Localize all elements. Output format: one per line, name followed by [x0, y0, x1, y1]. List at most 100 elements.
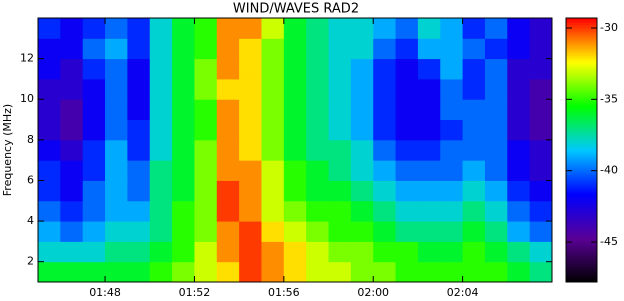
- colorbar-segment: [566, 119, 597, 122]
- heat-cell: [395, 139, 419, 161]
- heat-cell: [328, 38, 352, 60]
- heat-cell: [328, 221, 352, 242]
- heat-cell: [395, 200, 419, 222]
- colorbar-segment: [566, 73, 597, 76]
- colorbar-segment: [566, 255, 597, 259]
- heat-cell: [239, 261, 262, 283]
- heat-cell: [82, 200, 106, 222]
- colorbar-segment: [566, 31, 597, 34]
- heat-cell: [216, 200, 240, 222]
- heat-cell: [105, 261, 128, 283]
- heat-cell: [239, 241, 262, 263]
- colorbar-segment: [566, 110, 597, 114]
- y-tick-label: 12: [20, 52, 34, 65]
- colorbar-tick-label: -35: [600, 92, 618, 105]
- colorbar-segment: [566, 183, 597, 186]
- colorbar-segment: [566, 112, 597, 116]
- colorbar-segment: [566, 262, 597, 265]
- heat-cell: [149, 200, 173, 222]
- heat-cell: [395, 58, 419, 80]
- colorbar-segment: [566, 178, 597, 182]
- colorbar-segment: [566, 20, 597, 23]
- heat-cell: [38, 78, 61, 100]
- colorbar-segment: [566, 172, 597, 175]
- heat-cell: [216, 18, 240, 39]
- heat-cell: [350, 78, 374, 100]
- heat-cell: [105, 119, 128, 141]
- colorbar-segment: [566, 224, 597, 228]
- heat-cell: [395, 78, 419, 100]
- colorbar-segment: [566, 154, 597, 158]
- heat-cell: [462, 221, 486, 242]
- heat-cell: [306, 221, 330, 242]
- heat-cell: [172, 180, 195, 202]
- heat-cell: [239, 221, 262, 242]
- heat-cell: [373, 180, 397, 202]
- heat-cell: [38, 139, 61, 161]
- heat-cell: [283, 99, 307, 121]
- heat-cell: [328, 99, 352, 121]
- heat-cell: [373, 200, 397, 222]
- colorbar-segment: [566, 207, 597, 210]
- colorbar-segment: [566, 196, 597, 199]
- colorbar-segment: [566, 84, 597, 87]
- heat-cell: [194, 221, 218, 242]
- heat-cell: [261, 241, 285, 263]
- colorbar-segment: [566, 66, 597, 70]
- heat-cell: [105, 38, 128, 60]
- heat-cell: [283, 119, 307, 141]
- heat-cell: [216, 38, 240, 60]
- heat-cell: [350, 160, 374, 181]
- heat-cell: [484, 160, 508, 181]
- heat-cell: [149, 261, 173, 283]
- heat-cell: [484, 119, 508, 141]
- heat-cell: [105, 99, 128, 121]
- heat-cell: [172, 139, 195, 161]
- heat-cell: [60, 221, 84, 242]
- colorbar-segment: [566, 108, 597, 111]
- heat-cell: [373, 160, 397, 181]
- colorbar-segment: [566, 59, 597, 63]
- heat-cell: [440, 78, 464, 100]
- heat-cell: [328, 241, 352, 263]
- colorbar-segment: [566, 75, 597, 78]
- heat-cell: [373, 221, 397, 242]
- heat-cell: [306, 261, 330, 283]
- x-tick-label: 01:52: [179, 286, 211, 299]
- heat-cell: [484, 200, 508, 222]
- heat-cell: [194, 18, 218, 39]
- heat-cell: [216, 160, 240, 181]
- heat-cell: [440, 180, 464, 202]
- heat-cell: [216, 78, 240, 100]
- heat-cell: [350, 58, 374, 80]
- heat-cell: [127, 99, 151, 121]
- colorbar-segment: [566, 180, 597, 184]
- colorbar-segment: [566, 176, 597, 180]
- heat-cell: [350, 180, 374, 202]
- heat-cell: [440, 261, 464, 283]
- colorbar-segment: [566, 264, 597, 268]
- heat-cell: [105, 139, 128, 161]
- heat-cell: [529, 180, 553, 202]
- colorbar-segment: [566, 26, 597, 30]
- y-tick-label: 6: [27, 173, 34, 186]
- heat-cell: [462, 18, 486, 39]
- heat-cell: [283, 180, 307, 202]
- colorbar-segment: [566, 139, 597, 142]
- heat-cell: [239, 78, 262, 100]
- heat-cell: [82, 221, 106, 242]
- colorbar-segment: [566, 99, 597, 103]
- heat-cell: [417, 261, 441, 283]
- heat-cell: [328, 119, 352, 141]
- heat-cell: [105, 58, 128, 80]
- heat-cell: [507, 99, 531, 121]
- heat-cell: [484, 58, 508, 80]
- heat-cell: [484, 241, 508, 263]
- heat-cell: [172, 261, 195, 283]
- heat-cell: [172, 221, 195, 242]
- heat-cell: [373, 139, 397, 161]
- heat-cell: [507, 241, 531, 263]
- heat-cell: [82, 78, 106, 100]
- heat-cell: [261, 221, 285, 242]
- colorbar-segment: [566, 174, 597, 177]
